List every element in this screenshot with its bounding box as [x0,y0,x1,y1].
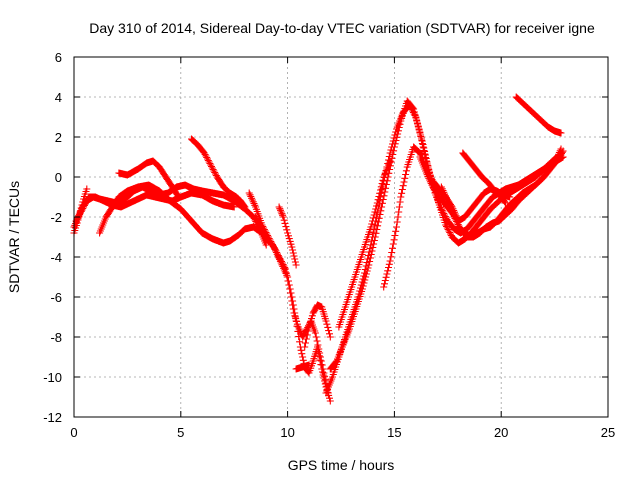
x-tick-label: 15 [387,425,401,440]
series-arc-10 [292,361,313,373]
series-arc-20 [512,93,565,137]
data-point-markers [326,97,565,373]
x-tick-label: 25 [601,425,615,440]
data-point-markers [275,203,300,269]
data-point-markers [115,157,183,201]
y-tick-label: -8 [50,330,62,345]
y-tick-label: 2 [55,130,62,145]
data-point-markers [459,149,509,207]
chart-title: Day 310 of 2014, Sidereal Day-to-day VTE… [89,20,595,36]
series-arc-12 [322,101,567,397]
data-point-markers [292,361,313,373]
data-point-markers [512,93,565,137]
x-tick-label: 0 [70,425,77,440]
marks-layer [70,93,567,405]
data-point-markers [416,153,514,225]
series-arc-16 [416,153,514,225]
series-arc-5 [115,157,183,201]
y-tick-label: -6 [50,290,62,305]
series-arc-8 [252,213,332,397]
data-point-markers [70,181,270,249]
y-axis-label: SDTVAR / TECUs [6,181,22,293]
data-point-markers [335,157,394,331]
y-tick-label: 0 [55,170,62,185]
y-tick-label: 4 [55,90,62,105]
series-arc-1 [70,181,270,249]
data-point-markers [96,181,270,247]
series-arc-6 [188,135,249,211]
x-tick-label: 10 [280,425,294,440]
y-tick-label: -12 [43,410,62,425]
x-axis-label: GPS time / hours [288,457,395,473]
ticks-layer: 0 5 10 15 20 25 -12 -10 -8 -6 -4 -2 0 2 4 6 [43,50,615,440]
grid-layer [74,57,608,417]
series-arc-4 [96,181,270,247]
x-tick-label: 20 [494,425,508,440]
y-tick-label: -4 [50,250,62,265]
series-arc-11 [301,301,334,351]
y-tick-label: -2 [50,210,62,225]
series-arc-9 [275,203,300,269]
series-arc-14 [335,157,394,331]
data-point-markers [301,301,334,351]
data-point-markers [252,213,332,397]
data-point-markers [322,101,567,397]
y-tick-label: 6 [55,50,62,65]
series-arc-18 [459,149,509,207]
series-arc-13 [326,97,565,373]
y-tick-label: -10 [43,370,62,385]
x-tick-label: 5 [177,425,184,440]
data-point-markers [455,145,565,241]
plot-frame [73,56,609,418]
series-arc-19 [455,145,565,241]
data-point-markers [188,135,249,211]
